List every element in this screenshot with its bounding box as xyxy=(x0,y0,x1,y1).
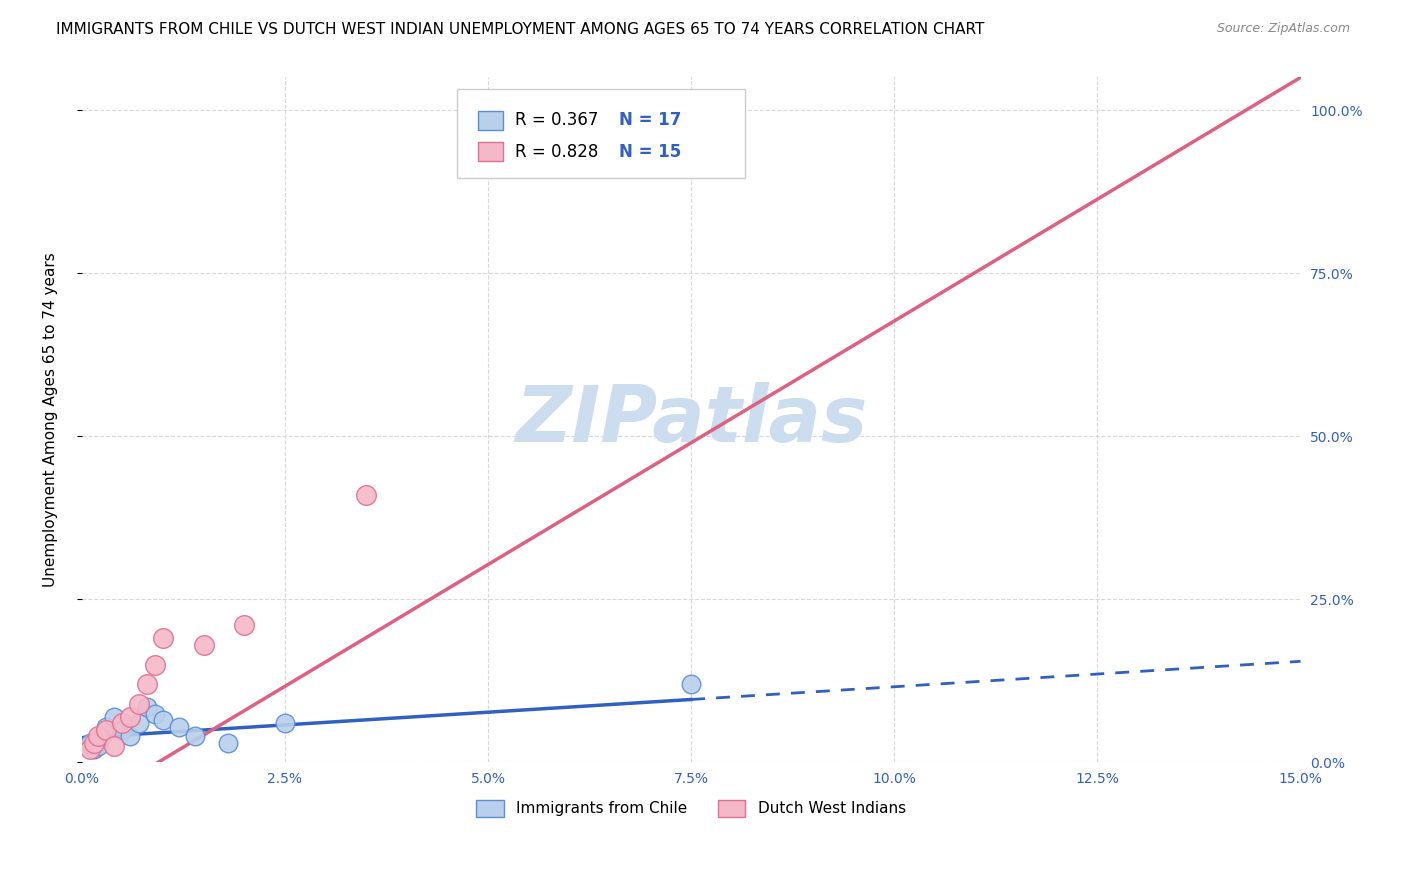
Point xyxy=(94,720,117,734)
Point xyxy=(193,638,215,652)
Legend: Immigrants from Chile, Dutch West Indians: Immigrants from Chile, Dutch West Indian… xyxy=(471,793,912,823)
Point xyxy=(143,706,166,721)
Point xyxy=(128,697,150,711)
Point xyxy=(184,729,207,743)
Point xyxy=(103,710,125,724)
Text: IMMIGRANTS FROM CHILE VS DUTCH WEST INDIAN UNEMPLOYMENT AMONG AGES 65 TO 74 YEAR: IMMIGRANTS FROM CHILE VS DUTCH WEST INDI… xyxy=(56,22,984,37)
Y-axis label: Unemployment Among Ages 65 to 74 years: Unemployment Among Ages 65 to 74 years xyxy=(44,252,58,587)
Point xyxy=(111,723,134,737)
Point xyxy=(120,710,142,724)
Point xyxy=(120,729,142,743)
Text: R = 0.828: R = 0.828 xyxy=(515,143,598,161)
Point xyxy=(233,618,256,632)
Point xyxy=(135,677,157,691)
Point xyxy=(87,729,110,743)
Point xyxy=(274,716,297,731)
Text: N = 17: N = 17 xyxy=(619,112,681,129)
Text: Source: ZipAtlas.com: Source: ZipAtlas.com xyxy=(1216,22,1350,36)
Point xyxy=(94,723,117,737)
Point xyxy=(91,729,114,743)
Point xyxy=(217,736,239,750)
Point xyxy=(152,713,174,727)
Point xyxy=(167,720,190,734)
Text: R = 0.367: R = 0.367 xyxy=(515,112,598,129)
Point xyxy=(135,700,157,714)
Point xyxy=(111,716,134,731)
Point xyxy=(128,716,150,731)
Point xyxy=(143,657,166,672)
Point xyxy=(103,739,125,753)
Point xyxy=(83,736,105,750)
Point xyxy=(79,736,101,750)
Point xyxy=(87,739,110,753)
Point xyxy=(354,488,377,502)
Text: ZIPatlas: ZIPatlas xyxy=(515,382,868,458)
Point xyxy=(152,632,174,646)
Point xyxy=(681,677,703,691)
Point xyxy=(599,103,621,117)
Text: N = 15: N = 15 xyxy=(619,143,681,161)
Point xyxy=(83,742,105,756)
Point xyxy=(79,742,101,756)
